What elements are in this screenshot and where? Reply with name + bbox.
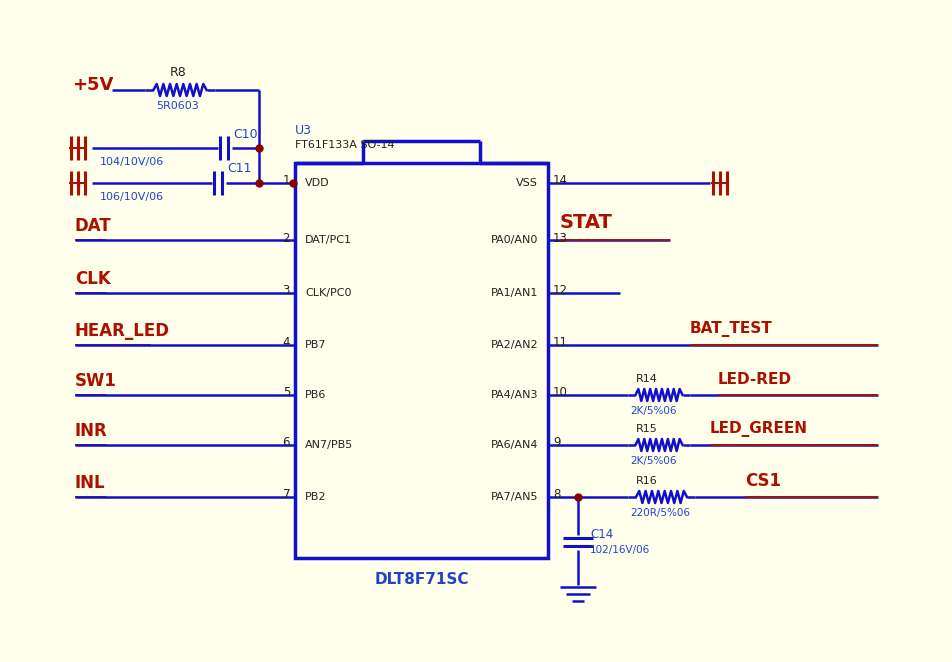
Text: 7: 7 xyxy=(283,489,290,502)
Text: 2K/5%06: 2K/5%06 xyxy=(630,406,677,416)
Text: LED-RED: LED-RED xyxy=(718,371,792,387)
Text: LED_GREEN: LED_GREEN xyxy=(710,421,808,437)
Text: C14: C14 xyxy=(590,528,613,542)
Text: 2K/5%06: 2K/5%06 xyxy=(630,456,677,466)
Text: 2: 2 xyxy=(283,232,290,244)
Text: PA1/AN1: PA1/AN1 xyxy=(490,288,538,298)
Text: SW1: SW1 xyxy=(75,372,117,390)
Text: +5V: +5V xyxy=(72,76,113,94)
Text: C11: C11 xyxy=(227,162,251,175)
Text: 8: 8 xyxy=(553,489,561,502)
Text: R16: R16 xyxy=(636,476,658,486)
Text: 102/16V/06: 102/16V/06 xyxy=(590,545,650,555)
Text: BAT_TEST: BAT_TEST xyxy=(690,321,773,337)
Text: 3: 3 xyxy=(283,285,290,297)
Text: DAT: DAT xyxy=(75,217,111,235)
Text: 106/10V/06: 106/10V/06 xyxy=(100,192,164,202)
Text: 9: 9 xyxy=(553,436,561,449)
Text: C10: C10 xyxy=(233,128,258,140)
Text: 5: 5 xyxy=(283,387,290,399)
Text: DLT8F71SC: DLT8F71SC xyxy=(374,573,468,587)
Text: PA0/AN0: PA0/AN0 xyxy=(490,235,538,245)
Text: VSS: VSS xyxy=(516,178,538,188)
Text: 6: 6 xyxy=(283,436,290,449)
Text: PB6: PB6 xyxy=(305,390,327,400)
Text: INL: INL xyxy=(75,474,106,492)
Text: PA4/AN3: PA4/AN3 xyxy=(490,390,538,400)
Text: U3: U3 xyxy=(295,124,312,138)
Text: PA2/AN2: PA2/AN2 xyxy=(490,340,538,350)
Text: R14: R14 xyxy=(636,374,658,384)
Text: 1: 1 xyxy=(283,175,290,187)
Text: 104/10V/06: 104/10V/06 xyxy=(100,157,165,167)
Text: INR: INR xyxy=(75,422,108,440)
Text: 220R/5%06: 220R/5%06 xyxy=(630,508,690,518)
Text: 14: 14 xyxy=(553,175,568,187)
Text: 11: 11 xyxy=(553,336,568,350)
Text: CLK: CLK xyxy=(75,270,110,288)
Bar xyxy=(295,163,548,558)
Text: PB7: PB7 xyxy=(305,340,327,350)
Text: PA6/AN4: PA6/AN4 xyxy=(490,440,538,450)
Text: CS1: CS1 xyxy=(745,472,781,490)
Text: CLK/PC0: CLK/PC0 xyxy=(305,288,351,298)
Text: FT61F133A SO-14: FT61F133A SO-14 xyxy=(295,140,395,150)
Text: 4: 4 xyxy=(283,336,290,350)
Text: AN7/PB5: AN7/PB5 xyxy=(305,440,353,450)
Text: VDD: VDD xyxy=(305,178,329,188)
Text: R8: R8 xyxy=(169,66,187,79)
Text: 5R0603: 5R0603 xyxy=(157,101,199,111)
Text: R15: R15 xyxy=(636,424,658,434)
Text: 10: 10 xyxy=(553,387,568,399)
Text: 12: 12 xyxy=(553,285,568,297)
Text: STAT: STAT xyxy=(560,214,613,232)
Text: 13: 13 xyxy=(553,232,568,244)
Text: DAT/PC1: DAT/PC1 xyxy=(305,235,352,245)
Text: HEAR_LED: HEAR_LED xyxy=(75,322,170,340)
Text: PA7/AN5: PA7/AN5 xyxy=(490,492,538,502)
Text: PB2: PB2 xyxy=(305,492,327,502)
